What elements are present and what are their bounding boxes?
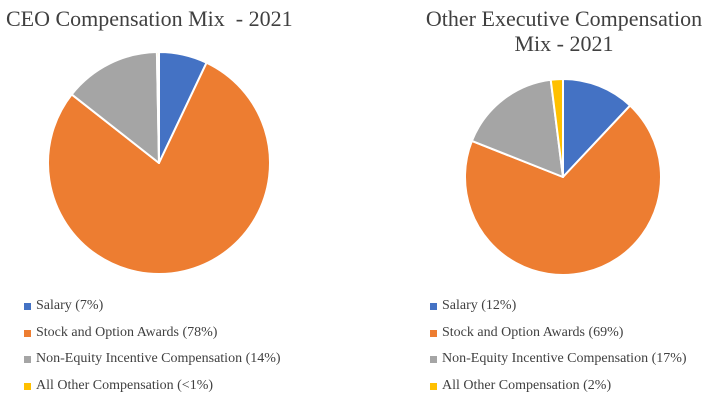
chart-title: CEO Compensation Mix - 2021 — [6, 6, 293, 31]
pie-slice-non-equity-incentive-compensation — [470, 78, 564, 178]
legend-label: Stock and Option Awards (69%) — [442, 324, 624, 340]
pie-slice-non-equity-incentive-compensation — [70, 51, 160, 164]
legend-swatch-salary — [430, 303, 437, 310]
other-executive-pie — [464, 77, 662, 276]
ceo-pie — [47, 50, 271, 275]
legend-swatch-all-other-compensation — [24, 382, 31, 390]
legend-label: Stock and Option Awards (78%) — [36, 324, 218, 340]
legend-swatch-all-other-compensation — [430, 382, 437, 390]
legend-label: Salary (12%) — [442, 298, 517, 313]
legend-label: Salary (7%) — [36, 298, 104, 313]
legend-swatch-non-equity-incentive — [24, 356, 31, 363]
pie-slice-all-other-compensation — [155, 50, 160, 164]
legend-label: All Other Compensation (<1%) — [36, 377, 214, 393]
pie-slice-all-other-compensation — [549, 77, 564, 178]
legend-label: Non-Equity Incentive Compensation (14%) — [36, 351, 281, 366]
chart-title: Other Executive Compensation Mix - 2021 — [425, 6, 703, 56]
pie-slice-salary — [562, 78, 632, 178]
legend-swatch-non-equity-incentive — [430, 356, 437, 363]
legend-swatch-stock-and-option-awards — [24, 329, 31, 337]
legend-label: All Other Compensation (2%) — [442, 377, 612, 393]
pie-slice-stock-and-option-awards — [464, 104, 662, 276]
legend-swatch-stock-and-option-awards — [430, 329, 437, 337]
pie-slice-stock-and-option-awards — [47, 61, 271, 275]
other-executive-compensation-chart: Other Executive Compensation Mix - 2021 … — [400, 0, 728, 408]
legend-swatch-salary — [24, 303, 31, 310]
ceo-compensation-chart: CEO Compensation Mix - 2021 Salary (7%) … — [0, 0, 330, 408]
legend-label: Non-Equity Incentive Compensation (17%) — [442, 351, 687, 366]
